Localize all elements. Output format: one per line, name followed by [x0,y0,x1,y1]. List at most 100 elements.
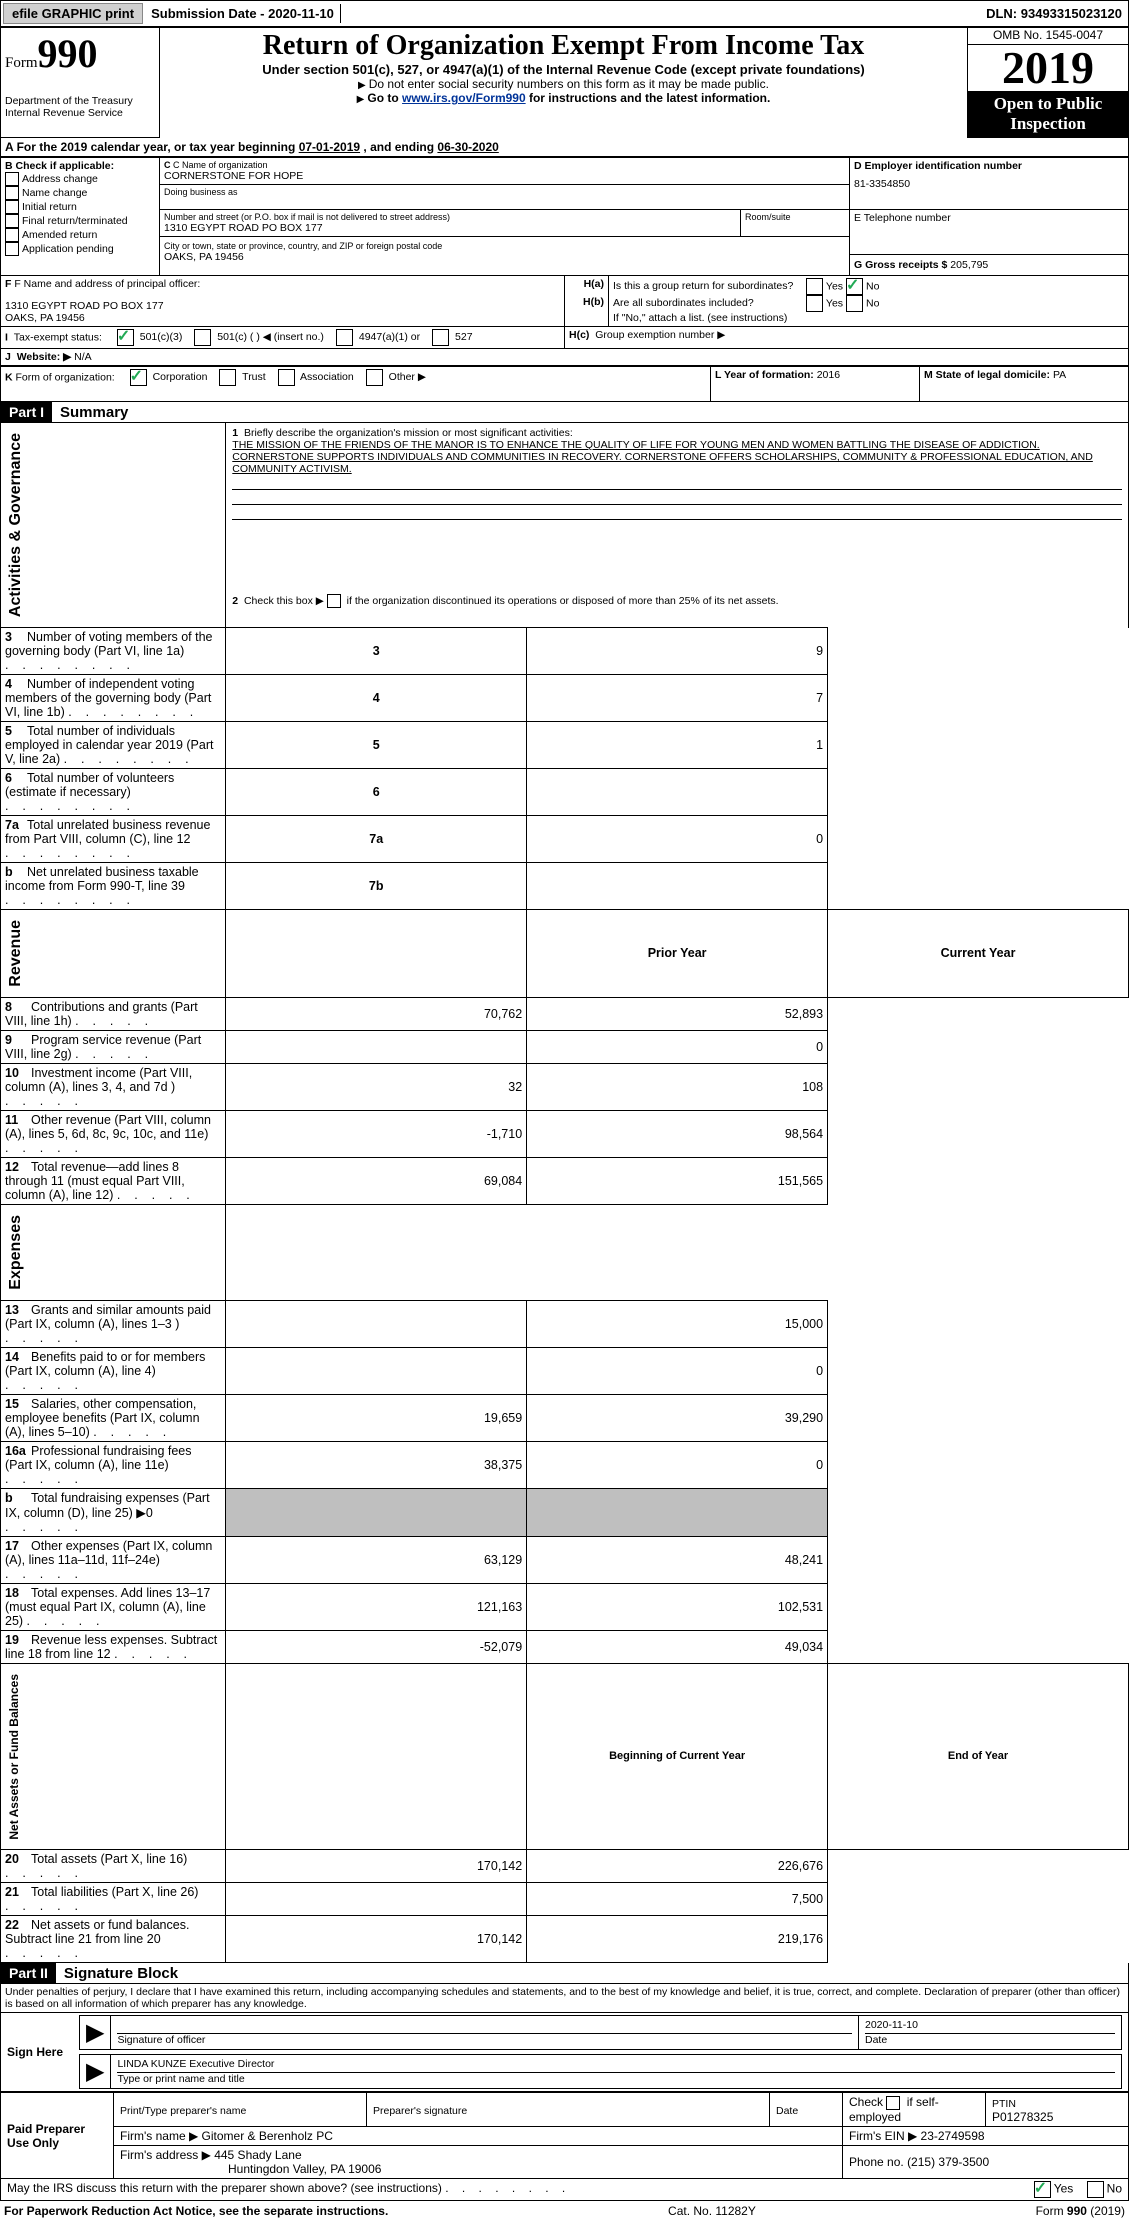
line-box: 5 [226,722,527,769]
tax-status-option[interactable]: 527 [432,331,472,343]
line-text: 11Other revenue (Part VIII, column (A), … [1,1110,226,1157]
org-form-option[interactable]: Trust [219,371,265,383]
line-current: 151,565 [527,1157,828,1204]
line-prior: 170,142 [226,1850,527,1883]
line-current [527,1488,828,1536]
line-current: 108 [527,1063,828,1110]
line-prior: -1,710 [226,1110,527,1157]
line-prior [226,1883,527,1916]
room-suite-label: Room/suite [745,212,845,222]
h-b-yes-checkbox[interactable] [806,295,823,312]
line-text: bTotal fundraising expenses (Part IX, co… [1,1488,226,1536]
year-formation: 2016 [817,369,840,381]
line-text: 13Grants and similar amounts paid (Part … [1,1300,226,1347]
box-b-item[interactable]: Name change [5,186,155,200]
h-c-label: Group exemption number ▶ [595,329,725,341]
q2-checkbox[interactable] [327,594,341,608]
line-prior [226,1488,527,1536]
catalog-number: Cat. No. 11282Y [668,2204,756,2218]
line-text: 8Contributions and grants (Part VIII, li… [1,997,226,1030]
line-prior [226,1300,527,1347]
efile-print-button[interactable]: efile GRAPHIC print [3,3,143,24]
line-prior: -52,079 [226,1630,527,1663]
box-f-label: F F Name and address of principal office… [5,278,560,290]
firm-addr1: 445 Shady Lane [214,2148,301,2162]
line-current: 48,241 [527,1536,828,1583]
submission-date: Submission Date - 2020-11-10 [145,4,341,23]
col-end-year: End of Year [828,1663,1129,1850]
sign-here-label: Sign Here [1,2013,74,2092]
line-current: 7,500 [527,1883,828,1916]
addr-label: Number and street (or P.O. box if mail i… [164,212,736,222]
tax-status-option[interactable]: 501(c)(3) [117,331,183,343]
col-prior-year: Prior Year [527,910,828,998]
org-form-option[interactable]: Other ▶ [366,371,426,383]
line-text: 22Net assets or fund balances. Subtract … [1,1916,226,1963]
h-b-label: Are all subordinates included? [613,297,803,309]
box-d-label: D Employer identification number [854,160,1124,172]
box-j-label: Website: ▶ [17,351,72,363]
box-b-item[interactable]: Initial return [5,200,155,214]
line-prior: 32 [226,1063,527,1110]
sig-date-label: Date [865,2034,1115,2046]
box-b-item[interactable]: Final return/terminated [5,214,155,228]
line-prior [226,1347,527,1394]
box-i-label: Tax-exempt status: [14,331,102,343]
topbar: efile GRAPHIC print Submission Date - 20… [0,0,1129,27]
discuss-question: May the IRS discuss this return with the… [7,2181,442,2195]
tax-status-option[interactable]: 501(c) ( ) ◀ (insert no.) [194,331,324,343]
form-footer: Form 990 (2019) [1036,2204,1125,2218]
line-text: 18Total expenses. Add lines 13–17 (must … [1,1583,226,1630]
line-text: 21Total liabilities (Part X, line 26) [1,1883,226,1916]
org-form-option[interactable]: Association [278,371,354,383]
box-b-item[interactable]: Application pending [5,242,155,256]
irs-link[interactable]: www.irs.gov/Form990 [402,91,526,105]
street-address: 1310 EGYPT ROAD PO BOX 177 [164,222,736,234]
instr-link: Go to www.irs.gov/Form990 for instructio… [164,91,963,105]
line-current: 39,290 [527,1394,828,1441]
line-current: 49,034 [527,1630,828,1663]
side-expenses: Expenses [5,1207,27,1298]
open-to-public: Open to Public Inspection [968,91,1128,137]
city-label: City or town, state or province, country… [164,241,845,251]
line-prior: 121,163 [226,1583,527,1630]
col-current-year: Current Year [828,910,1129,998]
line-current: 226,676 [527,1850,828,1883]
officer-addr2: OAKS, PA 19456 [5,312,560,324]
line-value: 0 [527,816,828,863]
line-text: 7aTotal unrelated business revenue from … [1,816,226,863]
identity-block: B Check if applicable: Address changeNam… [0,157,1129,276]
line-value: 7 [527,675,828,722]
firm-addr2: Huntingdon Valley, PA 19006 [228,2162,381,2176]
discuss-no-checkbox[interactable] [1087,2181,1104,2198]
box-b-item[interactable]: Amended return [5,228,155,242]
self-employed-checkbox[interactable] [886,2096,900,2110]
h-b-no-checkbox[interactable] [846,295,863,312]
tax-status-option[interactable]: 4947(a)(1) or [336,331,420,343]
ptin: P01278325 [992,2110,1053,2124]
form-title: Return of Organization Exempt From Incom… [164,30,963,62]
h-a-yes-checkbox[interactable] [806,278,823,295]
name-title-label: Type or print name and title [117,2073,1115,2085]
tax-year: 2019 [968,45,1128,91]
box-e-label: E Telephone number [854,212,1124,224]
h-a-no-checkbox[interactable] [846,278,863,295]
line-prior: 170,142 [226,1916,527,1963]
line-text: 10Investment income (Part VIII, column (… [1,1063,226,1110]
dept-treasury: Department of the Treasury [5,95,155,107]
line-box: 7b [226,863,527,910]
k-l-m-block: K Form of organization: Corporation Trus… [0,366,1129,402]
box-b-item[interactable]: Address change [5,172,155,186]
line-text: 17Other expenses (Part IX, column (A), l… [1,1536,226,1583]
website: N/A [74,351,92,363]
line-prior [226,1030,527,1063]
line-box: 3 [226,628,527,675]
line-current: 0 [527,1347,828,1394]
form-header: Form990 Department of the Treasury Inter… [0,27,1129,138]
discuss-yes-checkbox[interactable] [1034,2181,1051,2198]
paperwork-notice: For Paperwork Reduction Act Notice, see … [4,2204,388,2218]
paid-preparer-block: Paid Preparer Use Only Print/Type prepar… [0,2092,1129,2201]
org-form-option[interactable]: Corporation [130,371,208,383]
officer-signature-line[interactable] [117,2019,852,2034]
line-current: 15,000 [527,1300,828,1347]
